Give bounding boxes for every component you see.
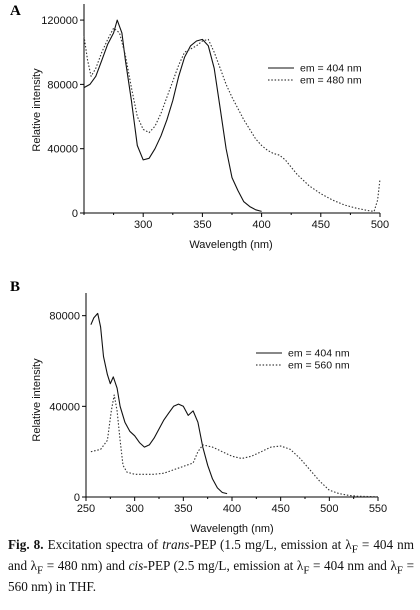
figure-canvas: A 300 350 400 450 500 0 40000 80000 120000 em = 4…: [10, 3, 389, 535]
caption-text-2: -PEP (1.5 mg/L, emission at λ: [189, 537, 352, 552]
caption-sub-4: F: [396, 564, 403, 577]
panel-a-letter: A: [10, 3, 21, 19]
panel-a-legend-label-1: em = 404 nm: [300, 63, 362, 75]
panel-a-y-tick-label: 120000: [41, 15, 78, 27]
panel-b-x-tick-label: 450: [271, 503, 289, 515]
panel-a-chart: 300 350 400 450 500 0 40000 80000 120000 em = 404…: [41, 4, 389, 231]
panel-a-legend-label-2: em = 480 nm: [300, 75, 362, 87]
panel-a-ylabel: Relative intensity: [31, 68, 43, 152]
panel-b-chart: 250 300 350 400 450 500 550 0 40000 80000 em = 404…: [49, 293, 387, 515]
figure-caption: Fig. 8. Excitation spectra of trans-PEP …: [8, 537, 414, 596]
panel-a-x-tick-label: 500: [371, 219, 389, 231]
panel-b-legend-label-1: em = 404 nm: [288, 348, 350, 360]
panel-a-x-tick-label: 400: [252, 219, 270, 231]
panel-b-letter: B: [10, 279, 20, 295]
caption-text-7: = 560 nm) in THF.: [8, 558, 415, 595]
panel-b-x-tick-label: 350: [174, 503, 192, 515]
panel-b-x-tick-label: 250: [77, 503, 95, 515]
panel-a-xlabel: Wavelength (nm): [189, 239, 272, 251]
caption-text-5: -PEP (2.5 mg/L, emission at λ: [143, 558, 304, 574]
panel-a-series-1-line: [83, 19, 262, 212]
panel-b-x-tick-label: 300: [125, 503, 143, 515]
panel-a-x-tick-label: 350: [193, 219, 211, 231]
panel-b-xlabel: Wavelength (nm): [190, 523, 273, 535]
caption-text-3: = 404 nm and λ: [8, 537, 415, 574]
panel-b-x-tick-label: 550: [369, 503, 387, 515]
panel-b-y-tick-label: 80000: [49, 311, 80, 323]
panel-a-series-2-line: [83, 27, 381, 212]
caption-trans: trans: [162, 537, 190, 552]
caption-text-6: = 404 nm and λ: [309, 558, 397, 574]
panel-b-series-1-line: [90, 312, 228, 495]
panel-b-x-tick-label: 400: [223, 503, 241, 515]
panel-b-series-2-line: [90, 394, 379, 498]
panel-a-y-tick-label: 0: [72, 208, 78, 220]
caption-cis: cis: [128, 558, 144, 574]
caption-text-1: Excitation spectra of: [43, 537, 163, 552]
panel-a-y-tick-label: 40000: [47, 144, 78, 156]
caption-text-4: = 480 nm) and: [43, 558, 129, 574]
caption-label: Fig. 8.: [8, 537, 44, 552]
panel-b-y-tick-label: 0: [74, 492, 80, 504]
panel-b-ylabel: Relative intensity: [31, 358, 43, 442]
panel-b-x-tick-label: 500: [320, 503, 338, 515]
panel-a-y-tick-label: 80000: [47, 79, 78, 91]
panel-a-x-tick-label: 300: [134, 219, 152, 231]
panel-a-x-tick-label: 450: [312, 219, 330, 231]
panel-b-y-tick-label: 40000: [49, 401, 80, 413]
panel-b-legend-label-2: em = 560 nm: [288, 360, 350, 372]
caption-sub-3: F: [303, 564, 310, 577]
caption-sub-1: F: [351, 543, 358, 556]
caption-sub-2: F: [37, 564, 44, 577]
